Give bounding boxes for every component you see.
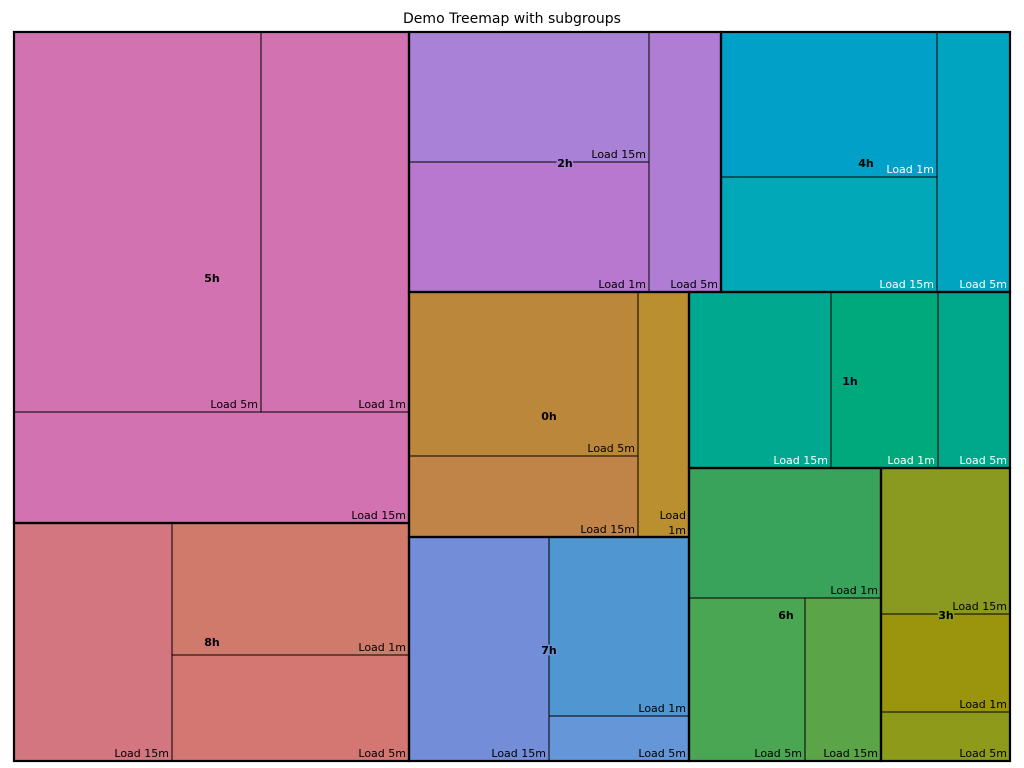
treemap-cell-4h-2 xyxy=(936,31,1011,293)
cell-label: Load 15m xyxy=(823,747,878,760)
group-label: 2h xyxy=(557,157,573,170)
chart-title: Demo Treemap with subgroups xyxy=(403,11,621,27)
group-label: 8h xyxy=(204,636,220,649)
cell-label: Load 1m xyxy=(886,163,934,176)
treemap-cell-3h-1 xyxy=(880,613,1011,713)
group-label: 6h xyxy=(778,609,794,622)
cell-label: Load 15m xyxy=(580,523,635,536)
cell-label: Load 1m xyxy=(638,702,686,715)
cell-label: Load 5m xyxy=(670,278,718,291)
group-label: 4h xyxy=(858,157,874,170)
treemap-cell-6h-2 xyxy=(804,597,882,762)
cell-label: Load 1m xyxy=(959,698,1007,711)
treemap-cell-1h-2 xyxy=(937,291,1011,469)
cell-label: Load 5m xyxy=(587,442,635,455)
cell-label: Load 15m xyxy=(879,278,934,291)
treemap-cell-5h-1 xyxy=(260,31,410,413)
cell-label: Load 1m xyxy=(358,641,406,654)
cell-label: Load 15m xyxy=(491,747,546,760)
cell-label: Load 1m xyxy=(887,454,935,467)
treemap-cell-2h-0 xyxy=(408,31,650,163)
treemap-cell-3h-0 xyxy=(880,467,1011,615)
treemap-cell-5h-0 xyxy=(13,31,262,413)
treemap-group-3h xyxy=(879,466,1012,763)
group-label: 0h xyxy=(541,410,557,423)
treemap-cell-1h-0 xyxy=(688,291,832,469)
cell-label: Load 5m xyxy=(754,747,802,760)
treemap-cell-7h-0 xyxy=(408,536,550,762)
treemap-cell-8h-0 xyxy=(13,522,173,762)
cell-label: Load 15m xyxy=(952,600,1007,613)
cell-label: Load 5m xyxy=(959,454,1007,467)
treemap-cell-6h-1 xyxy=(688,597,806,762)
treemap-cell-6h-0 xyxy=(688,467,882,599)
group-label: 5h xyxy=(204,272,220,285)
cell-label: Load 5m xyxy=(210,398,258,411)
group-label: 7h xyxy=(541,644,557,657)
cell-label: Load 5m xyxy=(959,747,1007,760)
treemap-cell-3h-2 xyxy=(880,711,1011,762)
cell-label: Load 1m xyxy=(358,398,406,411)
treemap-cell-8h-2 xyxy=(171,654,410,762)
cell-label: Load 1m xyxy=(598,278,646,291)
treemap-cell-0h-2 xyxy=(637,291,690,538)
treemap-cell-7h-1 xyxy=(548,536,690,717)
cell-label: Load 15m xyxy=(773,454,828,467)
treemap-cell-4h-0 xyxy=(720,31,938,178)
treemap-cell-0h-0 xyxy=(408,291,639,457)
group-label: 1h xyxy=(842,375,858,388)
cell-label: Load 15m xyxy=(351,509,406,522)
treemap-cell-2h-1 xyxy=(408,161,650,293)
cell-label: Load 1m xyxy=(830,584,878,597)
treemap-cell-5h-2 xyxy=(13,411,410,524)
cell-label: Load 15m xyxy=(114,747,169,760)
cell-label: Load 5m xyxy=(638,747,686,760)
cell-label: Load 5m xyxy=(358,747,406,760)
cell-label: Load 15m xyxy=(591,148,646,161)
treemap-cell-4h-1 xyxy=(720,176,938,293)
cell-label: Load 5m xyxy=(959,278,1007,291)
treemap-cell-2h-2 xyxy=(648,31,722,293)
group-label: 3h xyxy=(938,609,954,622)
cell-label: Load 1m xyxy=(660,509,686,537)
